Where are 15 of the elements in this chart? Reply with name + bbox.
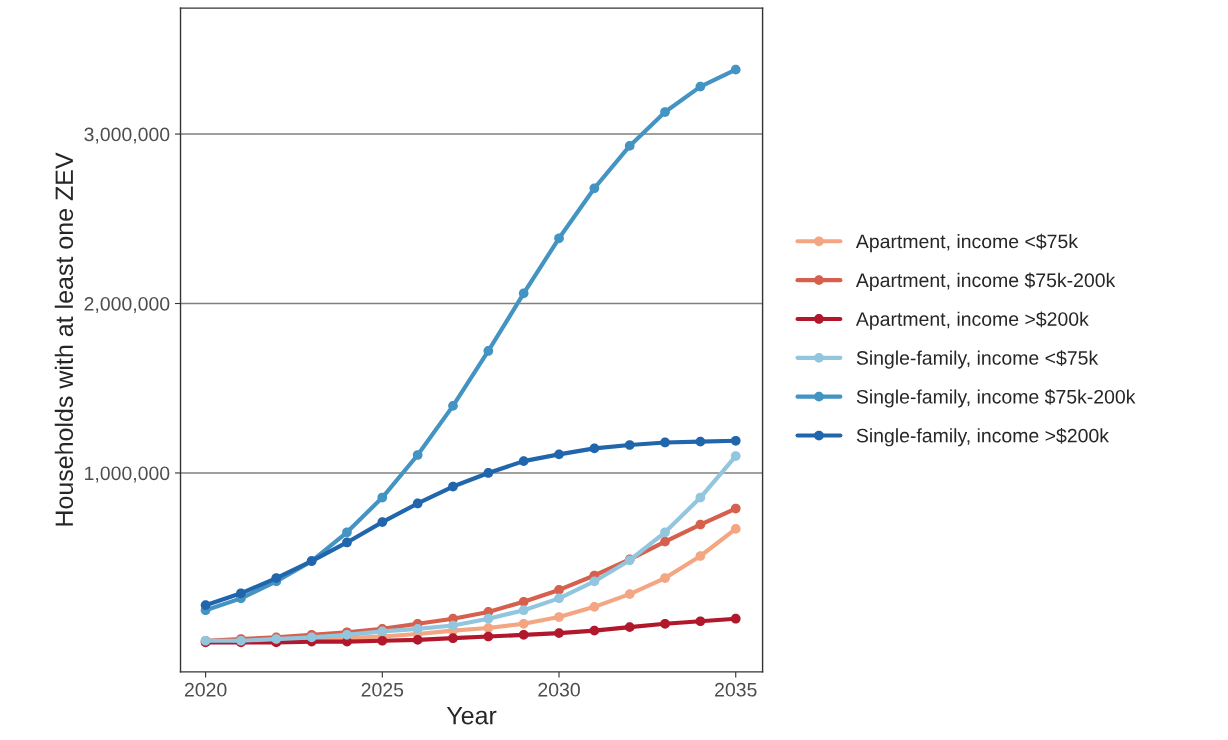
y-tick-label: 3,000,000 — [84, 127, 170, 144]
legend-label: Apartment, income <$75k — [855, 233, 1079, 253]
x-tick-label: 2035 — [715, 682, 757, 697]
legend-label: Single-family, income >$200k — [856, 427, 1109, 447]
y-tick-label: 1,000,000 — [85, 466, 170, 483]
x-tick-label: 2030 — [538, 682, 580, 697]
y-tick-label: 2,000,000 — [84, 296, 170, 314]
legend-label: Apartment, income $75k-200k — [855, 272, 1116, 291]
legend-label: Apartment, income >$200k — [855, 311, 1089, 330]
legend-label: Single-family, income <$75k — [856, 350, 1099, 369]
x-tick-label: 2020 — [184, 682, 227, 697]
y-axis-title: Households with at least one ZEV — [54, 152, 74, 526]
x-tick-label: 2025 — [361, 682, 404, 697]
x-axis-title: Year — [446, 706, 497, 725]
legend-label: Single-family, income $75k-200k — [856, 389, 1136, 408]
